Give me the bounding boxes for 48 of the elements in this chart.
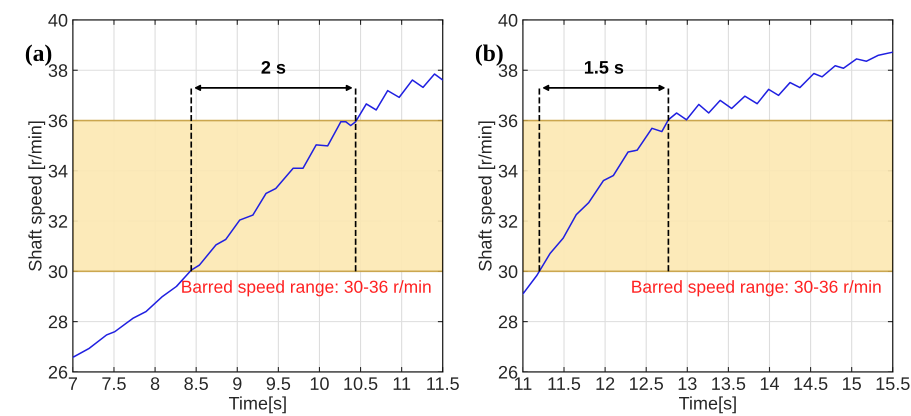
y-tick-label: 32 [48,215,68,228]
x-tick-label: 10.5 [344,377,378,390]
x-tick-label: 12.5 [630,377,664,390]
y-tick-label: 32 [498,215,518,228]
y-tick-label: 34 [48,164,68,178]
x-tick-label: 14 [760,377,780,390]
x-tick-label: 8.5 [184,377,208,390]
x-axis-title: Time[s] [679,396,736,414]
y-tick-label: 28 [48,316,68,328]
x-tick-label: 11 [514,377,532,390]
x-tick-label: 11 [394,377,410,390]
y-tick-label: 34 [498,164,518,178]
text: (b) [476,44,503,66]
x-axis-title: Time[s] [228,396,286,414]
y-tick-label: 26 [48,366,68,379]
annotation: 1.5 s [584,61,624,74]
x-tick-label: 9.5 [266,377,290,390]
band-label: Barred speed range: 30-36 r/min [182,280,431,296]
y-tick-label: 26 [498,366,518,379]
x-tick-label: 7 [68,377,77,390]
y-tick-label: 36 [498,114,518,128]
y-tick-label: 38 [48,64,68,77]
annotation: 2 s [262,60,286,74]
y-tick-label: 38 [498,64,518,77]
x-tick-label: 8 [150,377,160,390]
x-tick-label: 13.5 [712,377,746,390]
y-tick-label: 40 [498,14,518,27]
y-axis-title: Shaft speed [r/min] [28,121,46,271]
x-tick-label: 13 [678,377,697,390]
x-tick-label: 11.5 [427,377,459,390]
y-tick-label: 30 [48,265,68,278]
x-tick-label: 11.5 [548,377,580,390]
line-series [522,51,893,295]
x-tick-label: 10 [310,377,329,390]
x-tick-label: 15.5 [876,377,910,390]
y-tick-label: 30 [498,265,518,278]
line-series [72,73,443,358]
y-tick-label: 36 [48,114,68,128]
x-tick-label: 15 [843,377,861,390]
y-axis-title: Shaft speed [r/min] [478,121,496,271]
x-tick-label: 7.5 [102,377,126,390]
band-label: Barred speed range: 30-36 r/min [632,280,881,296]
y-tick-label: 40 [48,14,68,27]
text: (a) [26,44,52,66]
x-tick-label: 14.5 [794,377,828,390]
x-tick-label: 12 [596,377,614,390]
y-tick-label: 28 [498,316,518,328]
x-tick-label: 9 [233,377,242,390]
